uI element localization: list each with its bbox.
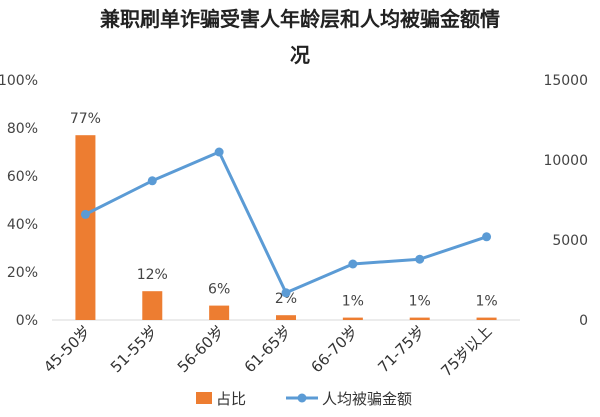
line-point-6 — [482, 232, 492, 242]
y-right-tick-label: 5000 — [552, 233, 588, 249]
legend-label-line: 人均被骗金额 — [322, 390, 412, 408]
bar-占比-3 — [276, 315, 296, 320]
y-left-tick-label: 40% — [7, 217, 38, 233]
bar-data-label: 77% — [70, 111, 101, 127]
legend-swatch-bar — [196, 392, 212, 404]
line-point-3 — [281, 288, 291, 298]
x-category-label: 71-75岁 — [374, 322, 428, 376]
x-category-label: 66-70岁 — [308, 322, 362, 376]
line-point-2 — [214, 147, 224, 157]
bar-data-label: 1% — [475, 294, 497, 310]
y-right-tick-label: 0 — [579, 313, 588, 329]
legend-marker-line — [297, 393, 307, 403]
line-point-1 — [147, 176, 157, 186]
y-left-tick-label: 100% — [0, 73, 38, 89]
line-point-4 — [348, 259, 358, 269]
chart-title-line-2: 况 — [290, 43, 310, 67]
line-point-5 — [415, 254, 425, 264]
line-point-0 — [80, 209, 90, 219]
y-left-tick-label: 20% — [7, 265, 38, 281]
chart-title-line-1: 兼职刷单诈骗受害人年龄层和人均被骗金额情 — [100, 7, 500, 31]
legend-label-bar: 占比 — [216, 390, 246, 408]
y-left-tick-label: 80% — [7, 121, 38, 137]
x-category-label: 75岁以上 — [437, 322, 495, 380]
y-right-tick-label: 10000 — [543, 153, 588, 169]
y-left-tick-label: 60% — [7, 169, 38, 185]
bar-占比-4 — [342, 317, 363, 320]
bar-data-label: 2% — [275, 291, 297, 307]
x-category-label: 56-60岁 — [174, 322, 228, 376]
x-category-label: 45-50岁 — [40, 322, 94, 376]
bar-data-label: 1% — [409, 294, 431, 310]
bar-data-label: 1% — [342, 294, 364, 310]
x-category-label: 51-55岁 — [107, 322, 161, 376]
bar-data-label: 6% — [208, 282, 230, 298]
y-left-tick-label: 0% — [16, 313, 38, 329]
bar-占比-2 — [209, 305, 230, 320]
bar-占比-0 — [75, 135, 96, 320]
y-right-tick-label: 15000 — [543, 73, 588, 89]
bar-data-label: 12% — [137, 267, 168, 283]
bar-占比-1 — [142, 291, 163, 320]
bar-占比-6 — [476, 317, 497, 320]
x-category-label: 61-65岁 — [241, 322, 295, 376]
bar-占比-5 — [409, 317, 430, 320]
